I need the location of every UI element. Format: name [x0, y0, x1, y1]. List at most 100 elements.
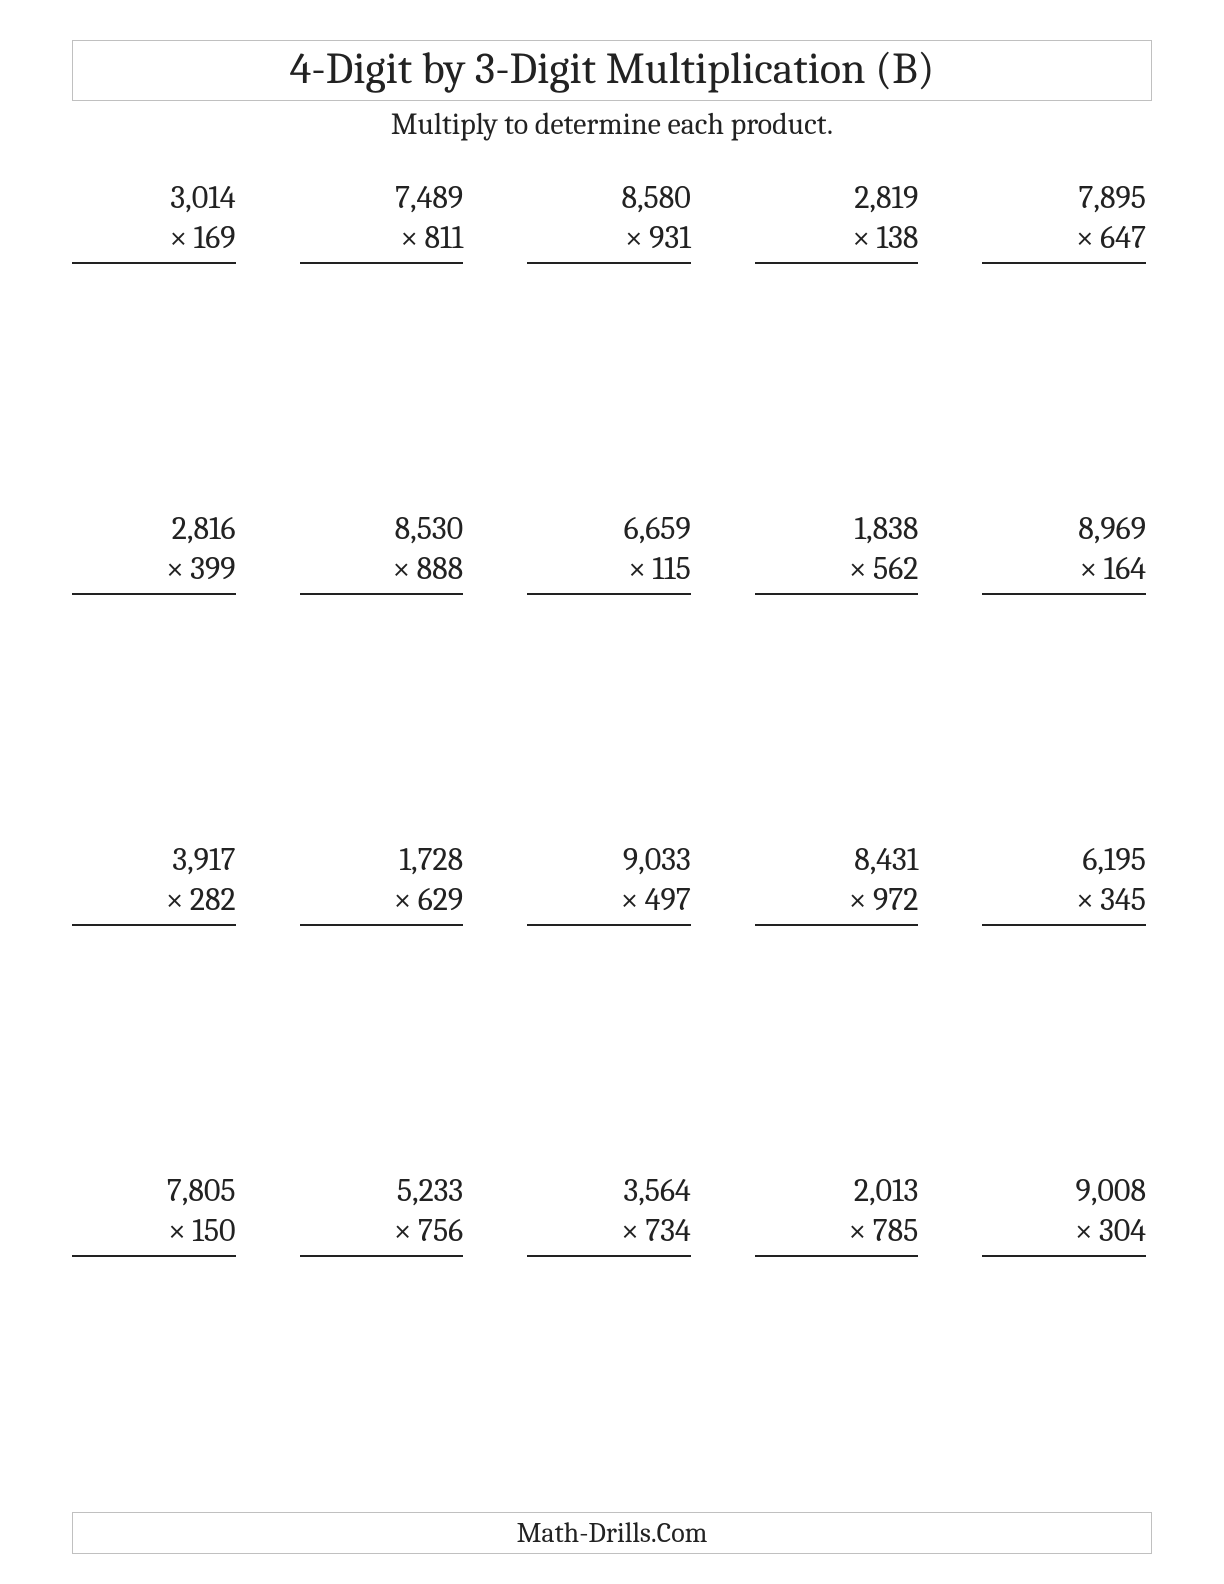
- multiply-symbol: ×: [394, 1212, 412, 1249]
- multiplier-row: × 304: [982, 1211, 1146, 1257]
- multiplicand: 6,659: [527, 509, 691, 549]
- multiplier-row: × 138: [755, 218, 919, 264]
- problem: 3,917× 282: [72, 840, 242, 1171]
- multiplier: 399: [190, 550, 235, 587]
- multiplier: 138: [877, 219, 919, 256]
- multiplicand: 5,233: [300, 1171, 464, 1211]
- multiplier-row: × 811: [300, 218, 464, 264]
- multiplier: 169: [194, 219, 236, 256]
- multiplier-row: × 931: [527, 218, 691, 264]
- multiplicand: 6,195: [982, 840, 1146, 880]
- multiply-symbol: ×: [168, 1212, 186, 1249]
- multiply-symbol: ×: [166, 550, 184, 587]
- multiplicand: 1,728: [300, 840, 464, 880]
- multiplier-row: × 629: [300, 880, 464, 926]
- multiply-symbol: ×: [628, 550, 646, 587]
- problem: 3,564× 734: [527, 1171, 697, 1502]
- multiplier: 785: [873, 1212, 919, 1249]
- multiplier-row: × 785: [755, 1211, 919, 1257]
- multiply-symbol: ×: [621, 881, 639, 918]
- multiply-symbol: ×: [621, 1212, 639, 1249]
- multiplicand: 8,530: [300, 509, 464, 549]
- multiplier: 115: [652, 550, 690, 587]
- multiplicand: 2,819: [755, 178, 919, 218]
- multiplier-row: × 150: [72, 1211, 236, 1257]
- problem: 9,008× 304: [982, 1171, 1152, 1502]
- page-title: 4-Digit by 3-Digit Multiplication (B): [73, 43, 1151, 94]
- multiply-symbol: ×: [849, 881, 867, 918]
- page-subtitle: Multiply to determine each product.: [72, 107, 1152, 142]
- multiply-symbol: ×: [394, 881, 412, 918]
- multiplicand: 7,805: [72, 1171, 236, 1211]
- problem: 7,489× 811: [300, 178, 470, 509]
- multiplier: 562: [873, 550, 918, 587]
- multiplicand: 7,895: [982, 178, 1146, 218]
- problems-grid: 3,014× 1697,489× 8118,580× 9312,819× 138…: [72, 178, 1152, 1502]
- footer-text: Math-Drills.Com: [517, 1517, 708, 1549]
- problem: 2,013× 785: [755, 1171, 925, 1502]
- multiplier-row: × 562: [755, 549, 919, 595]
- multiplier: 972: [873, 881, 918, 918]
- multiplier-row: × 164: [982, 549, 1146, 595]
- multiplier: 756: [418, 1212, 463, 1249]
- multiplier: 282: [190, 881, 236, 918]
- multiply-symbol: ×: [852, 219, 870, 256]
- multiplicand: 3,014: [72, 178, 236, 218]
- title-bar: 4-Digit by 3-Digit Multiplication (B): [72, 40, 1152, 101]
- multiply-symbol: ×: [1079, 550, 1097, 587]
- multiplier-row: × 972: [755, 880, 919, 926]
- multiplier: 164: [1104, 550, 1146, 587]
- multiplicand: 8,580: [527, 178, 691, 218]
- multiplier: 647: [1100, 219, 1146, 256]
- multiplier: 150: [192, 1212, 235, 1249]
- problem: 7,895× 647: [982, 178, 1152, 509]
- multiplier-row: × 169: [72, 218, 236, 264]
- problem: 9,033× 497: [527, 840, 697, 1171]
- multiplicand: 9,008: [982, 1171, 1146, 1211]
- multiplier-row: × 345: [982, 880, 1146, 926]
- problem: 1,838× 562: [755, 509, 925, 840]
- problem: 5,233× 756: [300, 1171, 470, 1502]
- multiplicand: 8,431: [755, 840, 919, 880]
- problem: 6,659× 115: [527, 509, 697, 840]
- multiply-symbol: ×: [166, 881, 184, 918]
- multiplier: 304: [1099, 1212, 1146, 1249]
- problem: 2,816× 399: [72, 509, 242, 840]
- problem: 2,819× 138: [755, 178, 925, 509]
- multiply-symbol: ×: [392, 550, 410, 587]
- multiply-symbol: ×: [1075, 1212, 1093, 1249]
- multiply-symbol: ×: [848, 1212, 866, 1249]
- multiplicand: 2,013: [755, 1171, 919, 1211]
- problem: 8,530× 888: [300, 509, 470, 840]
- multiply-symbol: ×: [625, 219, 643, 256]
- multiplier: 629: [418, 881, 463, 918]
- problem: 6,195× 345: [982, 840, 1152, 1171]
- multiplier-row: × 497: [527, 880, 691, 926]
- problem: 8,580× 931: [527, 178, 697, 509]
- multiply-symbol: ×: [849, 550, 867, 587]
- multiplier-row: × 734: [527, 1211, 691, 1257]
- multiplier-row: × 282: [72, 880, 236, 926]
- multiplicand: 3,917: [72, 840, 236, 880]
- multiplier: 811: [424, 219, 463, 256]
- multiply-symbol: ×: [170, 219, 188, 256]
- problem: 3,014× 169: [72, 178, 242, 509]
- multiplier: 734: [645, 1212, 691, 1249]
- multiplicand: 2,816: [72, 509, 236, 549]
- multiplicand: 8,969: [982, 509, 1146, 549]
- multiplicand: 3,564: [527, 1171, 691, 1211]
- multiplicand: 9,033: [527, 840, 691, 880]
- problem: 8,969× 164: [982, 509, 1152, 840]
- problem: 7,805× 150: [72, 1171, 242, 1502]
- multiplier: 931: [649, 219, 691, 256]
- footer-bar: Math-Drills.Com: [72, 1512, 1152, 1554]
- multiplier: 345: [1100, 881, 1146, 918]
- multiplier-row: × 115: [527, 549, 691, 595]
- multiplier-row: × 888: [300, 549, 464, 595]
- problem: 1,728× 629: [300, 840, 470, 1171]
- multiplier-row: × 399: [72, 549, 236, 595]
- multiplier: 888: [417, 550, 464, 587]
- multiplier-row: × 647: [982, 218, 1146, 264]
- multiply-symbol: ×: [1076, 219, 1094, 256]
- multiplicand: 1,838: [755, 509, 919, 549]
